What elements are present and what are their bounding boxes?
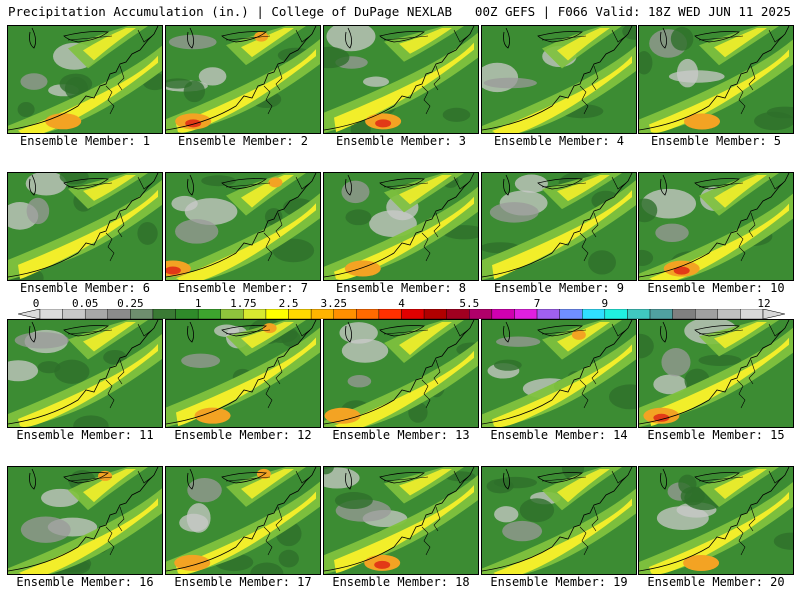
ensemble-member-label: Ensemble Member: 11 [16,428,154,442]
colorbar-tick-label: 2.5 [278,297,299,310]
ensemble-map-panel [481,172,637,281]
ensemble-member-label: Ensemble Member: 3 [335,134,467,148]
colorbar-tick-label: 7 [533,297,541,310]
run-valid-time: 00Z GEFS | F066 Valid: 18Z WED JUN 11 20… [474,4,791,19]
ensemble-map-panel [165,319,321,428]
colorbar-tick-label: 9 [601,297,609,310]
ensemble-map-panel [638,466,794,575]
ensemble-map-panel [638,25,794,134]
ensemble-member-label: Ensemble Member: 5 [650,134,782,148]
ensemble-member-label: Ensemble Member: 20 [647,575,785,589]
ensemble-member-label: Ensemble Member: 2 [177,134,309,148]
ensemble-map-panel [7,172,163,281]
ensemble-member-label: Ensemble Member: 18 [332,575,470,589]
ensemble-map-panel [165,466,321,575]
colorbar-tick-label: 0 [32,297,40,310]
ensemble-map-panel [323,25,479,134]
ensemble-map-panel [638,172,794,281]
ensemble-map-panel [165,172,321,281]
colorbar-tick-label: 4 [398,297,405,310]
ensemble-map-panel [165,25,321,134]
ensemble-map-panel [7,466,163,575]
ensemble-member-label: Ensemble Member: 13 [332,428,470,442]
colorbar-tick-label: 1 [194,297,202,310]
ensemble-member-label: Ensemble Member: 7 [177,281,309,295]
precip-colorbar [18,309,785,319]
colorbar-tick-label: 3.25 [320,297,347,310]
ensemble-member-label: Ensemble Member: 10 [647,281,785,295]
ensemble-member-label: Ensemble Member: 4 [493,134,625,148]
ensemble-map-panel [481,466,637,575]
ensemble-map-panel [481,319,637,428]
ensemble-map-panel [481,25,637,134]
ensemble-member-label: Ensemble Member: 9 [493,281,625,295]
ensemble-member-label: Ensemble Member: 17 [174,575,312,589]
ensemble-member-label: Ensemble Member: 15 [647,428,785,442]
ensemble-member-label: Ensemble Member: 1 [19,134,151,148]
map-title: Precipitation Accumulation (in.) | Colle… [8,4,453,19]
ensemble-map-panel [323,172,479,281]
colorbar-tick-label: 12 [757,297,771,310]
ensemble-member-label: Ensemble Member: 12 [174,428,312,442]
ensemble-map-panel [7,319,163,428]
ensemble-map-panel [7,25,163,134]
ensemble-member-label: Ensemble Member: 6 [19,281,151,295]
colorbar-tick-label: 1.75 [230,297,257,310]
ensemble-member-label: Ensemble Member: 16 [16,575,154,589]
colorbar-tick-label: 0.05 [71,297,99,310]
colorbar-tick-label: 5.5 [459,297,480,310]
ensemble-member-label: Ensemble Member: 14 [490,428,628,442]
colorbar-tick-label: 0.25 [117,297,144,310]
ensemble-map-panel [323,319,479,428]
ensemble-map-panel [638,319,794,428]
ensemble-member-label: Ensemble Member: 19 [490,575,628,589]
ensemble-map-panel [323,466,479,575]
ensemble-member-label: Ensemble Member: 8 [335,281,467,295]
